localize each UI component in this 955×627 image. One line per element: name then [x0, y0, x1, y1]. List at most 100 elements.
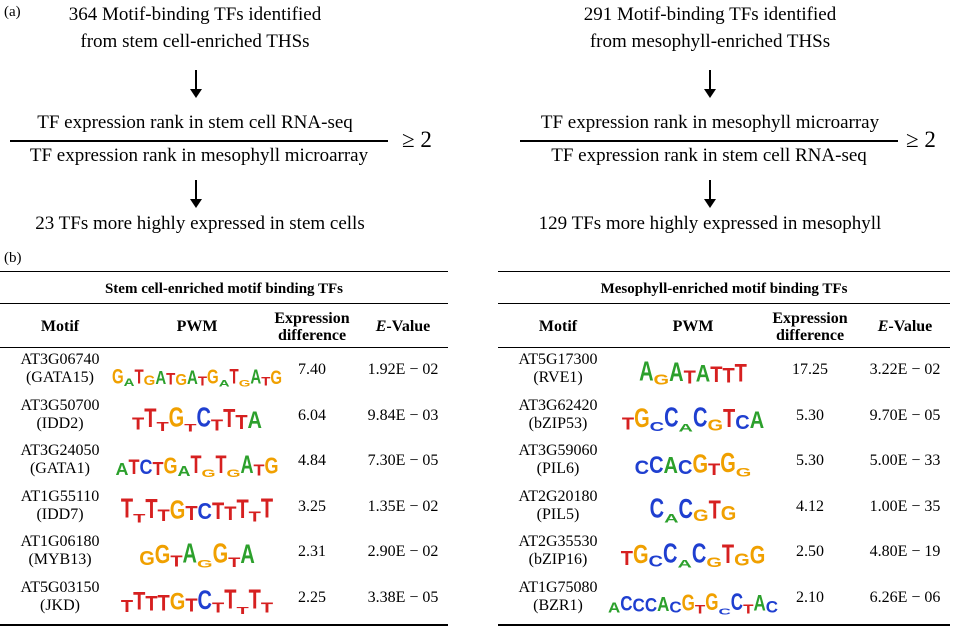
pwm-letter: G — [734, 550, 750, 571]
right-table-header-evalue-rest: -Value — [888, 318, 933, 335]
pwm-letter: G — [720, 501, 737, 525]
pwm-letter: G — [207, 365, 219, 389]
right-table-row-id: AT2G35530 — [518, 533, 598, 550]
left-title-line2: from stem cell-enriched THSs — [80, 31, 310, 52]
left-table-row-expr: 2.25 — [298, 588, 326, 606]
pwm-letter: A — [677, 558, 692, 571]
pwm-letter: G — [720, 448, 736, 479]
right-table-header-pwm: PWM — [672, 318, 714, 335]
pwm-letter: T — [253, 461, 265, 480]
pwm-letter: G — [270, 367, 283, 389]
pwm-letter: T — [236, 604, 249, 616]
right-table-row-evalue: 3.22E − 02 — [869, 361, 941, 378]
pwm-letter: G — [692, 450, 709, 479]
pwm-letter: T — [132, 414, 145, 434]
pwm-letter: A — [663, 453, 678, 479]
right-table-row-name: (PIL5) — [536, 505, 580, 523]
pwm-letter: C — [644, 594, 658, 616]
right-table-header-expr-line1: Expression — [772, 310, 848, 327]
right-arrow-1 — [704, 70, 716, 98]
left-table-row-name: (MYB13) — [28, 551, 92, 568]
pwm-letter: T — [694, 602, 706, 616]
pwm-letter: G — [163, 452, 178, 479]
pwm-letter: A — [115, 459, 129, 480]
left-table-row-expr: 7.40 — [298, 361, 326, 378]
left-table-row-id: AT3G50700 — [20, 396, 100, 414]
left-table-title-rule — [0, 303, 448, 304]
pwm-letter: T — [157, 590, 170, 616]
left-table-header-evalue: E-Value — [358, 318, 448, 336]
left-table-row-evalue: 1.35E − 02 — [367, 497, 439, 515]
right-table-row-evalue: 5.00E − 33 — [869, 452, 941, 469]
pwm-letter: G — [169, 588, 186, 616]
pwm-letter: A — [753, 589, 766, 616]
pwm-letter: A — [669, 358, 684, 388]
pwm-letter: T — [120, 596, 134, 616]
right-table-row-expr: 2.10 — [796, 588, 824, 606]
pwm-letter: T — [734, 359, 747, 388]
pwm-letter: C — [765, 597, 779, 616]
left-table-row-id: AT1G55110 — [20, 487, 100, 505]
pwm-letter: A — [218, 378, 230, 389]
pwm-letter: C — [664, 402, 679, 434]
pwm-letter: T — [120, 493, 134, 525]
pwm-letter: T — [261, 375, 271, 389]
pwm-letter: C — [634, 457, 650, 480]
pwm-letter: C — [197, 585, 212, 616]
left-table-row-name: (IDD7) — [36, 505, 84, 523]
pwm-letter: G — [154, 540, 171, 570]
left-table-row-name: (GATA15) — [25, 369, 95, 386]
pwm-letter: G — [693, 506, 709, 525]
left-denominator: TF expression rank in mesophyll microarr… — [29, 145, 369, 166]
left-table-header-pwm: PWM — [176, 318, 218, 335]
right-denominator: TF expression rank in stem cell RNA-seq — [551, 145, 867, 166]
pwm-letter: G — [749, 542, 766, 570]
pwm-letter: C — [693, 402, 708, 434]
left-table-header-evalue-rest: -Value — [386, 318, 431, 335]
right-table-row-id: AT3G62420 — [518, 396, 598, 414]
pwm-letter: G — [681, 589, 695, 616]
pwm-letter: G — [735, 466, 752, 480]
pwm-letter: G — [264, 453, 279, 479]
pwm-letter: T — [708, 495, 721, 525]
pwm-letter: A — [607, 599, 621, 616]
right-table-header-rule — [498, 347, 950, 348]
right-table-row-name: (bZIP16) — [528, 551, 588, 568]
pwm-letter: G — [238, 378, 251, 389]
right-table-row-evalue: 1.00E − 35 — [869, 497, 941, 515]
left-table-header-rule — [0, 347, 448, 348]
pwm-letter: G — [707, 416, 724, 434]
right-table-row-expr: 2.50 — [796, 543, 824, 560]
left-table-row-evalue: 3.38E − 05 — [367, 588, 439, 606]
right-table-header-evalue: E-Value — [860, 318, 950, 336]
pwm-letter: A — [240, 451, 254, 479]
right-table-row-expr: 5.30 — [796, 406, 824, 424]
right-table-row-id: AT3G59060 — [518, 442, 598, 459]
right-table-title-rule — [498, 303, 950, 304]
left-title-line1: 364 Motif-binding TFs identified — [68, 4, 322, 25]
left-table-row-evalue: 1.92E − 02 — [367, 361, 439, 378]
right-table-row-id: AT2G20180 — [518, 487, 598, 505]
left-table-row-expr: 6.04 — [298, 406, 326, 424]
pwm-letter: G — [201, 467, 216, 480]
pwm-letter: T — [184, 421, 197, 434]
pwm-letter: G — [706, 555, 722, 571]
right-table-row-id: AT5G17300 — [518, 351, 598, 368]
pwm-letter: T — [224, 584, 237, 616]
right-table-row-expr: 17.25 — [792, 361, 828, 378]
left-table-header-motif: Motif — [40, 318, 80, 335]
pwm-letter: A — [247, 407, 262, 434]
pwm-letter: A — [250, 365, 262, 389]
left-arrow-2 — [190, 180, 202, 208]
pwm-letter: T — [133, 511, 146, 525]
right-table-row-evalue: 6.26E − 06 — [869, 588, 941, 606]
left-table-row-expr: 2.31 — [298, 543, 326, 560]
pwm-letter: A — [177, 462, 191, 480]
pwm-letter: G — [197, 558, 213, 571]
pwm-letter: C — [648, 552, 663, 571]
